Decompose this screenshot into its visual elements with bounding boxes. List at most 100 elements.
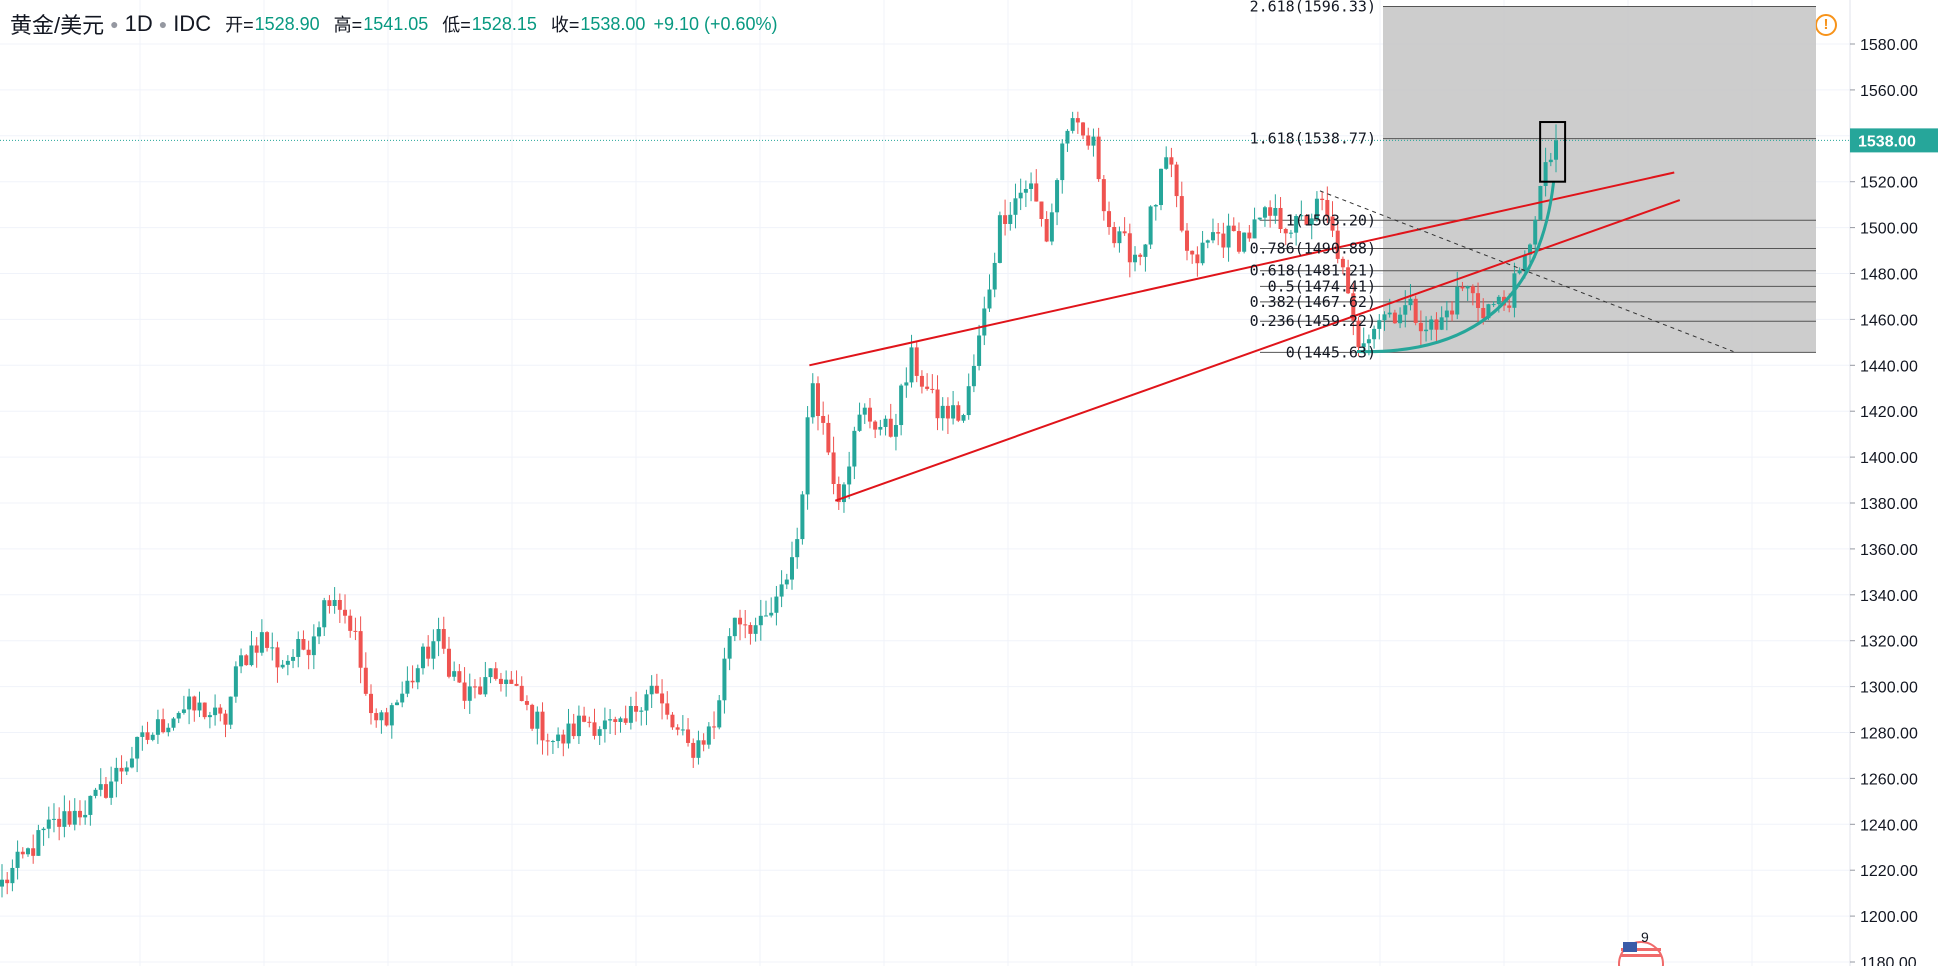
candle bbox=[483, 677, 488, 695]
fib-level-label: 0.5(1474.41) bbox=[1268, 277, 1376, 295]
candle bbox=[977, 335, 982, 366]
candle bbox=[197, 702, 202, 711]
candle bbox=[867, 407, 872, 422]
candle bbox=[62, 811, 67, 827]
candle bbox=[893, 425, 898, 437]
close-value: 1538.00 bbox=[580, 13, 646, 34]
candle bbox=[826, 422, 831, 453]
candle bbox=[98, 784, 103, 790]
candle bbox=[1507, 305, 1512, 308]
candle bbox=[1236, 231, 1241, 252]
candle bbox=[1060, 143, 1065, 181]
interval-label[interactable]: 1D bbox=[124, 11, 153, 36]
candle bbox=[1356, 320, 1361, 348]
candle bbox=[566, 723, 571, 744]
fib-extension-zone bbox=[1383, 6, 1816, 353]
candle bbox=[332, 599, 337, 606]
candle bbox=[88, 795, 93, 815]
candle bbox=[623, 718, 628, 723]
candle bbox=[789, 557, 794, 580]
candle bbox=[1268, 207, 1273, 216]
candle bbox=[1070, 118, 1075, 131]
candle bbox=[1153, 205, 1158, 207]
candle bbox=[1138, 254, 1143, 257]
candle bbox=[311, 636, 316, 656]
candle bbox=[1029, 183, 1034, 189]
candle bbox=[701, 740, 706, 745]
candle bbox=[410, 680, 415, 683]
candle bbox=[608, 719, 613, 721]
price-tick-label: 1200.00 bbox=[1860, 909, 1918, 926]
candle bbox=[15, 851, 20, 868]
candle bbox=[1278, 207, 1283, 230]
candle bbox=[171, 718, 176, 728]
open-value: 1528.90 bbox=[254, 13, 320, 34]
candle bbox=[592, 722, 597, 736]
candle bbox=[1434, 319, 1439, 330]
candle bbox=[831, 452, 836, 485]
candle bbox=[1470, 286, 1475, 294]
candle bbox=[1013, 198, 1018, 215]
candle bbox=[1366, 339, 1371, 344]
candle bbox=[1273, 207, 1278, 216]
candle bbox=[1247, 232, 1252, 239]
candle bbox=[1304, 215, 1309, 225]
candle bbox=[150, 734, 155, 740]
candle bbox=[1533, 219, 1538, 245]
candle bbox=[379, 712, 384, 721]
candle bbox=[743, 624, 748, 626]
price-tick-label: 1240.00 bbox=[1860, 817, 1918, 834]
candle bbox=[296, 639, 301, 657]
candle bbox=[1039, 201, 1044, 220]
candle bbox=[270, 647, 275, 649]
candle bbox=[852, 430, 857, 467]
candle bbox=[1242, 232, 1247, 252]
candle bbox=[239, 655, 244, 667]
symbol-name[interactable]: 黄金/美元 bbox=[10, 13, 105, 38]
candle bbox=[25, 848, 30, 855]
candle bbox=[997, 215, 1002, 263]
candle bbox=[348, 615, 353, 631]
candle bbox=[1528, 244, 1533, 255]
candle bbox=[691, 742, 696, 758]
candle bbox=[462, 682, 467, 701]
candle bbox=[1231, 225, 1236, 232]
candle bbox=[660, 693, 665, 704]
price-tick-label: 1280.00 bbox=[1860, 726, 1918, 743]
fib-level-label: 2.618(1596.33) bbox=[1250, 0, 1376, 16]
candle bbox=[1257, 217, 1262, 220]
candle bbox=[862, 407, 867, 415]
candle bbox=[301, 639, 306, 650]
candle bbox=[582, 715, 587, 722]
candle bbox=[498, 678, 503, 684]
low-value: 1528.15 bbox=[471, 13, 537, 34]
price-tick-label: 1260.00 bbox=[1860, 771, 1918, 788]
candle bbox=[1091, 136, 1096, 146]
candle bbox=[57, 818, 62, 827]
candle bbox=[343, 609, 348, 616]
candle bbox=[836, 484, 841, 503]
trendline bbox=[809, 171, 1675, 367]
candle bbox=[207, 715, 212, 718]
high-label: 高= bbox=[333, 15, 363, 35]
candle bbox=[389, 705, 394, 726]
candle bbox=[1361, 343, 1366, 348]
candle bbox=[956, 405, 961, 421]
candle bbox=[1387, 312, 1392, 315]
separator-dot: ● bbox=[158, 16, 168, 32]
economic-events-icon[interactable]: 9 bbox=[1616, 930, 1666, 966]
candle bbox=[628, 705, 633, 723]
candle bbox=[1159, 168, 1164, 206]
price-tick-label: 1440.00 bbox=[1860, 358, 1918, 375]
candle bbox=[1008, 214, 1013, 224]
candle bbox=[919, 375, 924, 387]
price-tick-label: 1580.00 bbox=[1860, 37, 1918, 54]
candle bbox=[1330, 216, 1335, 231]
candle bbox=[1335, 230, 1340, 259]
candle bbox=[1408, 298, 1413, 306]
candle bbox=[488, 668, 493, 678]
fib-level-label: 0.618(1481.21) bbox=[1250, 262, 1376, 280]
candle bbox=[400, 693, 405, 703]
candle bbox=[769, 612, 774, 616]
